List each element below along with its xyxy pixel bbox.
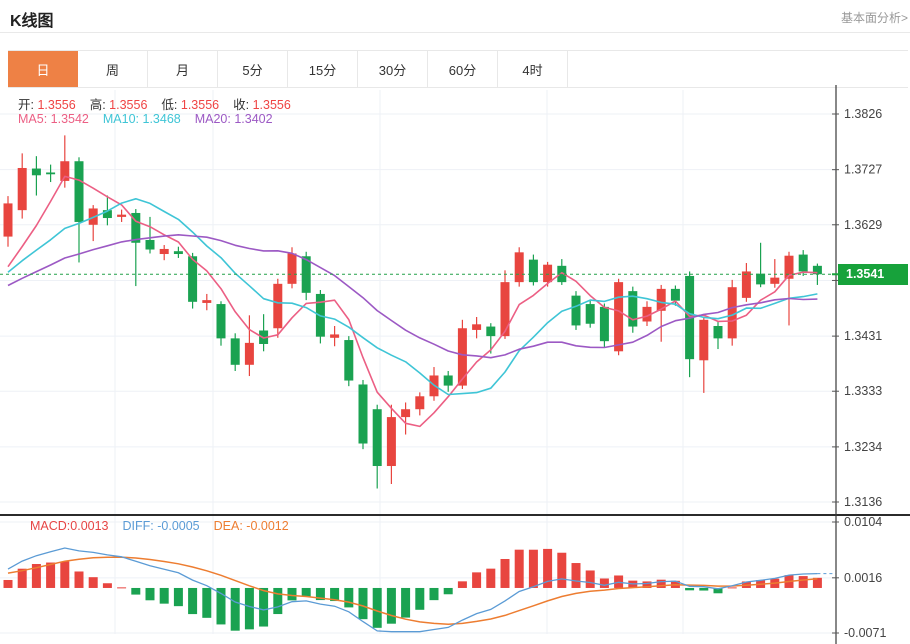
ohlc-item: 高: 1.3556: [89, 98, 148, 112]
tab-月[interactable]: 月: [148, 51, 218, 87]
tab-5分[interactable]: 5分: [218, 51, 288, 87]
tab-日[interactable]: 日: [8, 51, 78, 87]
svg-text:1.3136: 1.3136: [844, 495, 882, 509]
tab-30分[interactable]: 30分: [358, 51, 428, 87]
ohlc-item: 开: 1.3556: [18, 98, 76, 112]
ohlc-item: 低: 1.3556: [161, 98, 220, 112]
legend-item: MACD:0.0013: [30, 519, 109, 533]
macd-legend: MACD:0.0013 DIFF: -0.0005 DEA: -0.0012: [30, 519, 303, 533]
legend-item: MA10: 1.3468: [102, 112, 181, 126]
svg-text:1.3431: 1.3431: [844, 329, 882, 343]
fundamental-analysis-link[interactable]: 基本面分析>: [840, 11, 908, 25]
ohlc-legend: 开: 1.3556 高: 1.3556 低: 1.3556 收: 1.3556: [18, 94, 305, 113]
legend-item: DEA: -0.0012: [213, 519, 289, 533]
period-tabbar: 日周月 5分 15分 30分 60分 4时: [8, 50, 908, 88]
legend-item: MA20: 1.3402: [194, 112, 273, 126]
legend-item: MA5: 1.3542: [18, 112, 89, 126]
svg-text:0.0016: 0.0016: [844, 571, 882, 585]
svg-text:1.3234: 1.3234: [844, 440, 882, 454]
svg-text:1.3629: 1.3629: [844, 218, 882, 232]
svg-text:0.0104: 0.0104: [844, 515, 882, 529]
ma-legend: MA5: 1.3542 MA10: 1.3468 MA20: 1.3402: [18, 112, 287, 126]
tab-4时[interactable]: 4时: [498, 51, 568, 87]
svg-text:1.3727: 1.3727: [844, 163, 882, 177]
svg-text:1.3333: 1.3333: [844, 384, 882, 398]
tab-周[interactable]: 周: [78, 51, 148, 87]
svg-text:1.3826: 1.3826: [844, 107, 882, 121]
page-title: K线图: [10, 13, 54, 30]
ohlc-item: 收: 1.3556: [233, 98, 291, 112]
current-price-badge: 1.3541: [838, 264, 908, 285]
legend-item: DIFF: -0.0005: [122, 519, 200, 533]
widget-header: K线图 基本面分析>: [0, 0, 910, 33]
svg-text:-0.0071: -0.0071: [844, 626, 886, 640]
tab-15分[interactable]: 15分: [288, 51, 358, 87]
tab-60分[interactable]: 60分: [428, 51, 498, 87]
